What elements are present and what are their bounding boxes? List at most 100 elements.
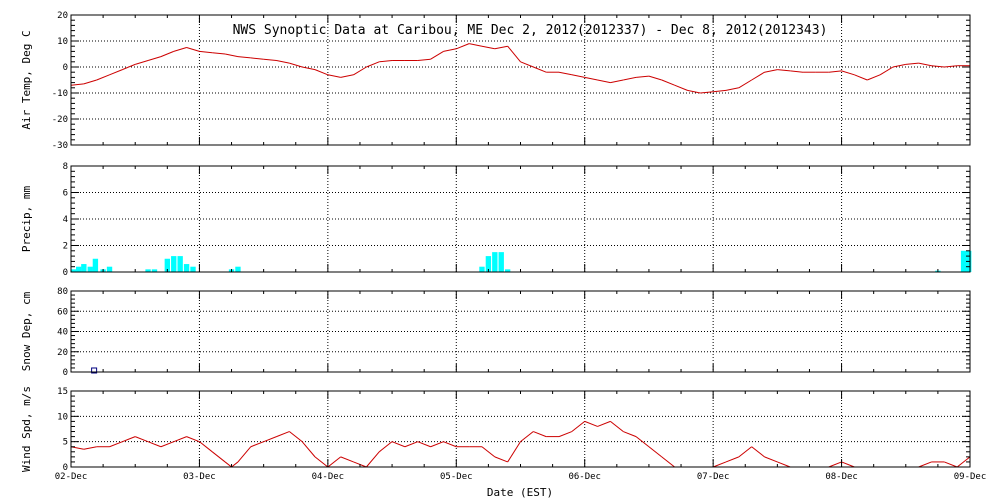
precip-bar: [498, 252, 504, 272]
y-tick-label: 80: [57, 287, 68, 297]
precip-bar: [70, 269, 77, 272]
precip-bar: [504, 269, 511, 272]
x-tick-label: 03-Dec: [183, 472, 216, 482]
wind-speed-segment: [712, 461, 727, 468]
wind-speed-segment: [417, 441, 431, 448]
x-tick-label: 02-Dec: [55, 472, 88, 482]
air-temp-segment: [327, 74, 341, 78]
air-temp-segment: [83, 79, 97, 85]
wind-speed-segment: [956, 456, 971, 468]
wind-speed-segment: [764, 456, 778, 463]
air-temp-segment: [70, 83, 84, 86]
air-temp-segment: [173, 47, 187, 52]
air-temp-segment: [623, 76, 637, 81]
y-tick-label: 0: [63, 63, 68, 73]
wind-speed-segment: [366, 451, 380, 468]
precip-bar: [183, 264, 190, 272]
wind-speed-segment: [918, 461, 932, 468]
precip-y-axis-label: Precip, mm: [20, 186, 33, 253]
air-temp-segment: [225, 53, 239, 58]
wind-speed-y-axis-label: Wind Spd, m/s: [20, 386, 33, 472]
precip-bar: [87, 266, 93, 272]
wind-speed-segment: [494, 456, 508, 463]
precip-bar: [92, 258, 99, 272]
wind-speed-segment: [122, 436, 136, 443]
air-temp-y-axis-label: Air Temp, Deg C: [20, 30, 33, 129]
air-temp-segment: [237, 56, 251, 59]
air-temp-segment: [430, 50, 444, 60]
wind-speed-segment: [430, 441, 444, 448]
precip-panel: 0 2 4 6 8 Precip, mm: [20, 162, 972, 278]
air-temp-segment: [109, 69, 123, 76]
air-temp-segment: [751, 71, 765, 81]
air-temp-segment: [879, 66, 894, 76]
y-tick-label: 6: [63, 189, 68, 199]
wind-speed-segment: [224, 461, 232, 468]
wind-speed-segment: [391, 441, 406, 448]
wind-speed-segment: [301, 441, 316, 458]
y-tick-label: -10: [52, 89, 68, 99]
wind-speed-segment: [944, 461, 958, 468]
air-temp-segment: [186, 47, 200, 52]
air-temp-segment: [661, 79, 675, 86]
air-temp-segment: [366, 61, 380, 68]
air-temp-segment: [96, 74, 110, 81]
panels-layer: -30 -20 -10 0 10 20 Air Temp, Deg C 0 2 4 6 8 Precip…: [20, 11, 972, 473]
air-temp-segment: [302, 66, 316, 71]
air-temp-segment: [481, 45, 495, 50]
snow-depth-y-axis-label: Snow Dep, cm: [20, 291, 33, 371]
precip-bar: [151, 269, 158, 272]
air-temp-segment: [147, 56, 162, 61]
x-axis-label: Date (EST): [487, 486, 553, 499]
air-temp-segment: [867, 74, 881, 81]
wind-speed-segment: [404, 441, 418, 448]
air-temp-segment: [160, 50, 174, 58]
air-temp-segment: [276, 60, 290, 64]
chart-title: NWS Synoptic Data at Caribou, ME Dec 2, …: [233, 23, 828, 38]
air-temp-segment: [533, 66, 547, 73]
air-temp-segment: [674, 84, 688, 91]
wind-speed-segment: [533, 431, 547, 438]
precip-bar: [76, 266, 82, 272]
air-temp-segment: [443, 48, 457, 52]
air-temp-segment: [905, 62, 919, 65]
y-tick-label: 0: [63, 368, 68, 378]
precip-bar: [960, 250, 967, 272]
air-temp-segment: [738, 79, 752, 89]
air-temp-segment: [379, 60, 393, 63]
y-tick-label: 10: [57, 37, 68, 47]
precip-bar: [106, 266, 113, 272]
snow-depth-frame: [70, 290, 971, 373]
wind-speed-segment: [199, 441, 213, 453]
wind-speed-segment: [584, 420, 598, 427]
wind-speed-segment: [828, 461, 842, 468]
wind-speed-segment: [777, 461, 791, 468]
x-tick-label: 09-Dec: [954, 472, 987, 482]
wind-speed-segment: [738, 446, 752, 458]
wind-speed-segment: [289, 431, 303, 443]
air-temp-segment: [571, 74, 585, 78]
y-tick-label: 5: [63, 438, 68, 448]
air-temp-segment: [353, 66, 367, 76]
air-temp-segment: [777, 69, 791, 72]
wind-speed-segment: [250, 441, 264, 448]
air-temp-segment: [263, 58, 277, 61]
wind-speed-segment: [340, 456, 354, 463]
wind-speed-segment: [231, 461, 239, 468]
wind-speed-panel: 0 5 10 15 Wind Spd, m/s: [20, 386, 971, 473]
wind-speed-segment: [263, 436, 277, 443]
y-tick-label: -20: [52, 115, 68, 125]
wind-speed-segment: [751, 446, 765, 458]
wind-speed-frame: [70, 390, 971, 468]
y-tick-label: 40: [57, 328, 68, 338]
wind-speed-segment: [623, 431, 637, 438]
wind-speed-segment: [83, 446, 97, 450]
wind-speed-segment: [186, 436, 200, 443]
y-tick-label: 15: [57, 387, 68, 397]
wind-speed-segment: [635, 436, 650, 448]
air-temp-segment: [122, 63, 136, 71]
air-temp-segment: [469, 43, 483, 47]
y-tick-label: 0: [63, 463, 68, 473]
wind-speed-segment: [571, 421, 586, 432]
air-temp-segment: [790, 70, 804, 73]
